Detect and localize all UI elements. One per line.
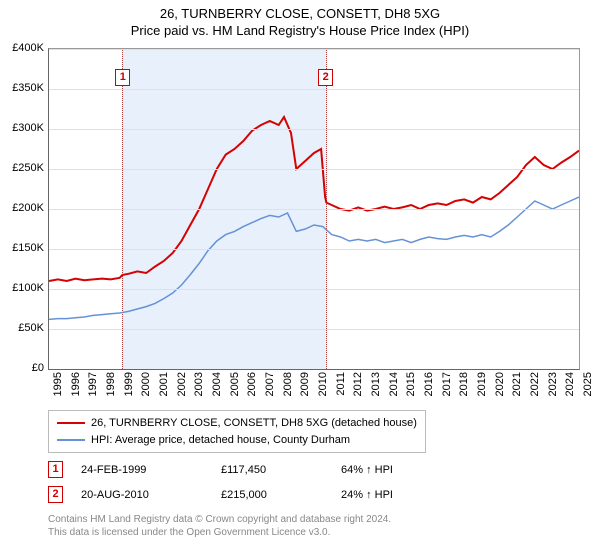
xtick-label: 2017 — [441, 372, 453, 402]
sale-price-2: £215,000 — [221, 489, 341, 501]
attribution-line-2: This data is licensed under the Open Gov… — [48, 526, 578, 539]
legend-swatch-1 — [57, 422, 85, 424]
series-price_paid — [49, 117, 579, 281]
xtick-label: 2024 — [564, 372, 576, 402]
xtick-label: 2019 — [476, 372, 488, 402]
ytick-label: £250K — [0, 162, 44, 174]
chart-container: 26, TURNBERRY CLOSE, CONSETT, DH8 5XG Pr… — [0, 0, 600, 560]
xtick-label: 2001 — [158, 372, 170, 402]
legend-area: 26, TURNBERRY CLOSE, CONSETT, DH8 5XG (d… — [48, 410, 578, 539]
xtick-label: 2015 — [405, 372, 417, 402]
xtick-label: 2021 — [511, 372, 523, 402]
sale-date-2: 20-AUG-2010 — [81, 489, 221, 501]
attribution-line-1: Contains HM Land Registry data © Crown c… — [48, 513, 578, 526]
xtick-label: 2022 — [529, 372, 541, 402]
ytick-label: £50K — [0, 322, 44, 334]
chart-marker: 1 — [115, 69, 130, 86]
plot-area: 12 — [48, 48, 580, 370]
ytick-label: £200K — [0, 202, 44, 214]
legend-item-2: HPI: Average price, detached house, Coun… — [57, 432, 417, 449]
xtick-label: 2010 — [317, 372, 329, 402]
xtick-label: 1995 — [52, 372, 64, 402]
sale-hpi-2: 24% ↑ HPI — [341, 489, 393, 501]
xtick-label: 2004 — [211, 372, 223, 402]
xtick-label: 2009 — [299, 372, 311, 402]
xtick-label: 2008 — [282, 372, 294, 402]
sale-row-2: 2 20-AUG-2010 £215,000 24% ↑ HPI — [48, 486, 578, 503]
ytick-label: £150K — [0, 242, 44, 254]
xtick-label: 1997 — [87, 372, 99, 402]
xtick-label: 1996 — [70, 372, 82, 402]
legend-item-1: 26, TURNBERRY CLOSE, CONSETT, DH8 5XG (d… — [57, 415, 417, 432]
xtick-label: 2013 — [370, 372, 382, 402]
sale-price-1: £117,450 — [221, 464, 341, 476]
xtick-label: 2012 — [352, 372, 364, 402]
ytick-label: £350K — [0, 82, 44, 94]
xtick-label: 2005 — [229, 372, 241, 402]
xtick-label: 2003 — [193, 372, 205, 402]
xtick-label: 1999 — [123, 372, 135, 402]
xtick-label: 2018 — [458, 372, 470, 402]
legend-label-1: 26, TURNBERRY CLOSE, CONSETT, DH8 5XG (d… — [91, 417, 417, 429]
legend-swatch-2 — [57, 439, 85, 441]
xtick-label: 2007 — [264, 372, 276, 402]
title-line-2: Price paid vs. HM Land Registry's House … — [0, 23, 600, 40]
xtick-label: 2016 — [423, 372, 435, 402]
xtick-label: 2023 — [547, 372, 559, 402]
xtick-label: 2014 — [388, 372, 400, 402]
sale-marker-1: 1 — [48, 461, 63, 478]
sale-row-1: 1 24-FEB-1999 £117,450 64% ↑ HPI — [48, 461, 578, 478]
ytick-label: £100K — [0, 282, 44, 294]
sale-date-1: 24-FEB-1999 — [81, 464, 221, 476]
xtick-label: 2002 — [176, 372, 188, 402]
sale-hpi-1: 64% ↑ HPI — [341, 464, 393, 476]
title-line-1: 26, TURNBERRY CLOSE, CONSETT, DH8 5XG — [0, 6, 600, 23]
attribution: Contains HM Land Registry data © Crown c… — [48, 513, 578, 539]
sale-marker-2: 2 — [48, 486, 63, 503]
xtick-label: 2025 — [582, 372, 594, 402]
xtick-label: 2011 — [335, 372, 347, 402]
chart-marker: 2 — [318, 69, 333, 86]
ytick-label: £0 — [0, 362, 44, 374]
xtick-label: 2020 — [494, 372, 506, 402]
series-hpi — [49, 197, 579, 319]
xtick-label: 2000 — [140, 372, 152, 402]
xtick-label: 2006 — [246, 372, 258, 402]
chart-title: 26, TURNBERRY CLOSE, CONSETT, DH8 5XG Pr… — [0, 0, 600, 40]
ytick-label: £300K — [0, 122, 44, 134]
legend-label-2: HPI: Average price, detached house, Coun… — [91, 434, 350, 446]
xtick-label: 1998 — [105, 372, 117, 402]
ytick-label: £400K — [0, 42, 44, 54]
legend-box: 26, TURNBERRY CLOSE, CONSETT, DH8 5XG (d… — [48, 410, 426, 453]
